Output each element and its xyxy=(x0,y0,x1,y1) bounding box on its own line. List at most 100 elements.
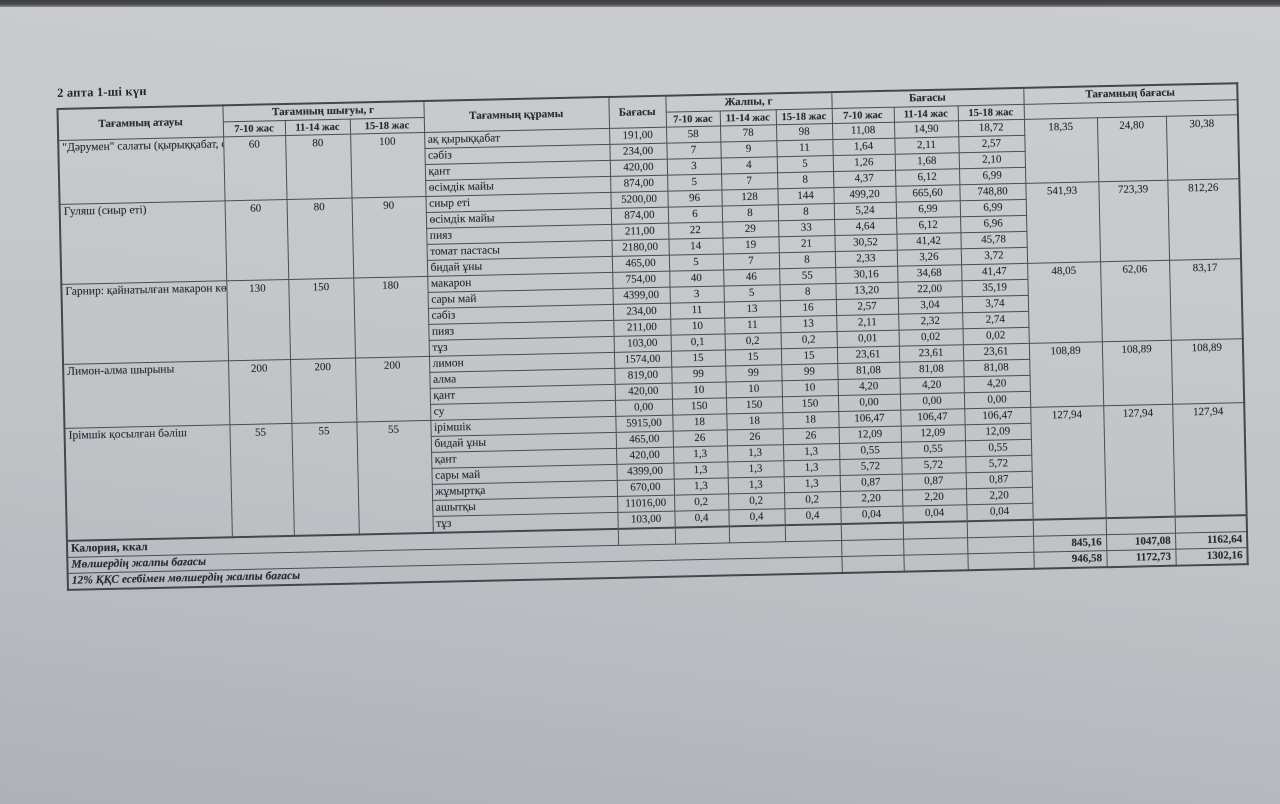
price-cell: 0,00 xyxy=(963,391,1031,409)
amount-cell: 10 xyxy=(671,381,726,400)
price-cell: 0,04 xyxy=(840,506,903,524)
unit-price-cell: 211,00 xyxy=(611,223,669,241)
dish-total-cell: 83,17 xyxy=(1169,258,1243,341)
unit-price-cell: 874,00 xyxy=(610,207,669,225)
unit-price-cell: 191,00 xyxy=(609,127,667,145)
amount-cell: 14 xyxy=(668,237,723,256)
price-cell: 3,26 xyxy=(896,248,962,267)
amount-cell: 6 xyxy=(667,206,723,224)
price-cell: 106,47 xyxy=(838,410,901,428)
price-cell: 30,16 xyxy=(835,266,898,284)
amount-cell: 58 xyxy=(666,126,721,144)
amount-cell: 40 xyxy=(669,269,724,288)
price-cell: 3,72 xyxy=(960,247,1028,265)
amount-cell: 150 xyxy=(781,395,839,413)
amount-cell: 144 xyxy=(777,187,834,205)
amount-cell: 18 xyxy=(726,412,783,430)
unit-price-cell: 420,00 xyxy=(616,447,674,465)
dish-total-cell: 812,26 xyxy=(1167,178,1242,261)
price-cell: 41,42 xyxy=(896,232,961,251)
unit-price-cell: 4399,00 xyxy=(612,287,670,305)
unit-price-cell: 4399,00 xyxy=(616,463,674,481)
price-cell: 2,20 xyxy=(840,490,903,508)
dish-name-cell: "Дәрумен" салаты (қырыққабат, сәбіз) xyxy=(58,136,225,205)
unit-price-cell: 103,00 xyxy=(617,511,675,529)
price-cell: 5,72 xyxy=(839,458,902,476)
unit-price-cell: 420,00 xyxy=(614,383,672,401)
price-cell: 2,11 xyxy=(894,136,959,155)
dish-total-cell: 127,94 xyxy=(1030,405,1106,520)
amount-cell: 26 xyxy=(782,427,839,445)
empty-cell xyxy=(902,521,968,540)
dish-name-cell: Ірімшік қосылған бәліш xyxy=(64,424,232,541)
dish-total-cell: 723,39 xyxy=(1098,180,1170,262)
amount-cell: 1,3 xyxy=(727,476,785,494)
amount-cell: 1,3 xyxy=(783,475,841,493)
price-cell: 0,01 xyxy=(836,330,899,348)
dish-output-cell: 200 xyxy=(228,359,292,425)
empty-cell xyxy=(903,537,968,556)
dish-output-cell: 90 xyxy=(351,196,428,279)
amount-cell: 8 xyxy=(777,203,835,221)
unit-price-cell: 1574,00 xyxy=(613,351,672,369)
dish-output-cell: 60 xyxy=(223,135,287,201)
amount-cell: 128 xyxy=(721,188,778,207)
amount-cell: 0,2 xyxy=(724,332,781,350)
empty-cell xyxy=(841,539,904,557)
price-cell: 106,47 xyxy=(900,408,965,427)
header-age-label: 15-18 жас xyxy=(349,117,425,135)
amount-cell: 13 xyxy=(723,300,781,318)
amount-cell: 29 xyxy=(722,220,779,238)
price-cell: 0,55 xyxy=(964,439,1032,457)
dish-total-cell: 48,05 xyxy=(1027,261,1102,344)
empty-cell xyxy=(841,555,904,573)
footer-value-cell: 845,16 xyxy=(1033,534,1107,553)
empty-cell xyxy=(728,525,786,543)
unit-price-cell: 670,00 xyxy=(616,479,675,497)
amount-cell: 150 xyxy=(671,397,727,416)
price-cell: 2,74 xyxy=(962,311,1029,329)
unit-price-cell: 2180,00 xyxy=(611,239,669,257)
unit-price-cell: 819,00 xyxy=(614,367,672,385)
amount-cell: 18 xyxy=(672,413,727,432)
amount-cell: 0,2 xyxy=(674,493,729,512)
amount-cell: 0,4 xyxy=(784,507,841,526)
unit-price-cell: 5915,00 xyxy=(615,415,673,433)
amount-cell: 1,3 xyxy=(782,443,840,461)
amount-cell: 11 xyxy=(776,139,833,157)
price-cell: 30,52 xyxy=(834,234,897,252)
dish-total-cell: 108,89 xyxy=(1101,340,1173,406)
amount-cell: 5 xyxy=(776,155,834,173)
price-cell: 0,02 xyxy=(962,327,1029,345)
header-composition: Тағамның құрамы xyxy=(423,96,610,133)
amount-cell: 10 xyxy=(670,317,725,336)
price-cell: 3,74 xyxy=(961,295,1029,313)
unit-price-cell: 0,00 xyxy=(614,399,673,417)
footer-value-cell: 1302,16 xyxy=(1175,547,1248,566)
price-cell: 18,72 xyxy=(957,119,1025,137)
price-cell: 1,26 xyxy=(832,154,896,172)
price-cell: 2,20 xyxy=(966,487,1033,505)
empty-cell xyxy=(784,523,842,542)
price-cell: 6,12 xyxy=(895,168,960,187)
amount-cell: 26 xyxy=(672,429,728,448)
amount-cell: 13 xyxy=(780,315,837,333)
price-cell: 35,19 xyxy=(961,279,1028,297)
footer-value-cell xyxy=(1032,518,1107,537)
amount-cell: 10 xyxy=(725,380,782,398)
price-cell: 4,20 xyxy=(963,375,1030,393)
amount-cell: 150 xyxy=(725,396,783,414)
amount-cell: 10 xyxy=(781,379,838,397)
header-age-label: 11-14 жас xyxy=(719,109,777,127)
header-age-label: 7-10 жас xyxy=(222,120,286,137)
dish-output-cell: 80 xyxy=(285,134,352,200)
price-cell: 81,08 xyxy=(963,359,1030,377)
empty-cell xyxy=(967,552,1034,571)
price-cell: 4,20 xyxy=(837,378,900,396)
amount-cell: 21 xyxy=(778,235,835,253)
footer-value-cell xyxy=(1174,515,1248,534)
price-cell: 748,80 xyxy=(959,183,1026,201)
amount-cell: 0,2 xyxy=(780,331,837,349)
price-cell: 41,47 xyxy=(961,263,1028,281)
dish-total-cell: 541,93 xyxy=(1025,181,1101,264)
